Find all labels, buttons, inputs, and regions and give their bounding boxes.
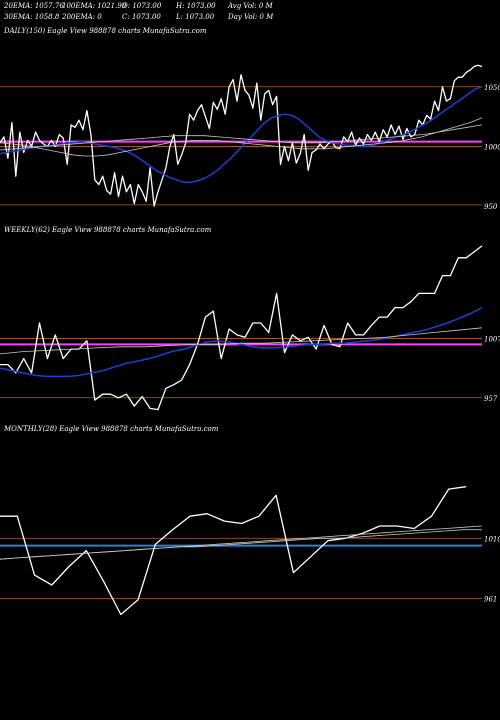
weekly-series-line-1 bbox=[0, 306, 483, 378]
weekly-y-tick-label: 1007 bbox=[484, 335, 500, 343]
header-high: H: 1073.00 bbox=[176, 2, 216, 10]
monthly-series-line-0 bbox=[0, 486, 467, 616]
weekly-series-line-2 bbox=[0, 327, 483, 355]
weekly-series-line-0 bbox=[0, 245, 483, 411]
daily-chart-title: DAILY(150) Eagle View 988878 charts Muna… bbox=[4, 27, 207, 35]
header-ema20: 20EMA: 1057.76 bbox=[4, 2, 64, 10]
header-ema200: 200EMA: 0 bbox=[62, 13, 102, 21]
header-avg-vol: Avg Vol: 0 M bbox=[228, 2, 273, 10]
daily-y-tick-label: 950 bbox=[484, 203, 498, 211]
daily-series-line-3 bbox=[0, 124, 483, 151]
header-ema100: 100EMA: 1021.99 bbox=[62, 2, 127, 10]
header-close: C: 1073.00 bbox=[122, 13, 161, 21]
daily-series-line-2 bbox=[0, 117, 483, 157]
header-open: O: 1073.00 bbox=[122, 2, 162, 10]
daily-y-tick-label: 1050 bbox=[484, 84, 500, 92]
header-low: L: 1073.00 bbox=[176, 13, 215, 21]
monthly-series-line-2 bbox=[0, 529, 482, 560]
header-day-vol: Day Vol: 0 M bbox=[228, 13, 274, 21]
daily-series-line-1 bbox=[0, 86, 483, 183]
monthly-y-tick-label: 1010 bbox=[484, 535, 500, 543]
monthly-y-tick-label: 961 bbox=[484, 595, 497, 603]
header-ema30: 30EMA: 1058.8 bbox=[4, 13, 60, 21]
weekly-chart-title: WEEKLY(62) Eagle View 988878 charts Muna… bbox=[4, 226, 212, 234]
monthly-chart-title: MONTHLY(28) Eagle View 988878 charts Mun… bbox=[4, 425, 219, 433]
weekly-y-tick-label: 957 bbox=[484, 395, 498, 403]
daily-y-tick-label: 1000 bbox=[484, 143, 500, 151]
